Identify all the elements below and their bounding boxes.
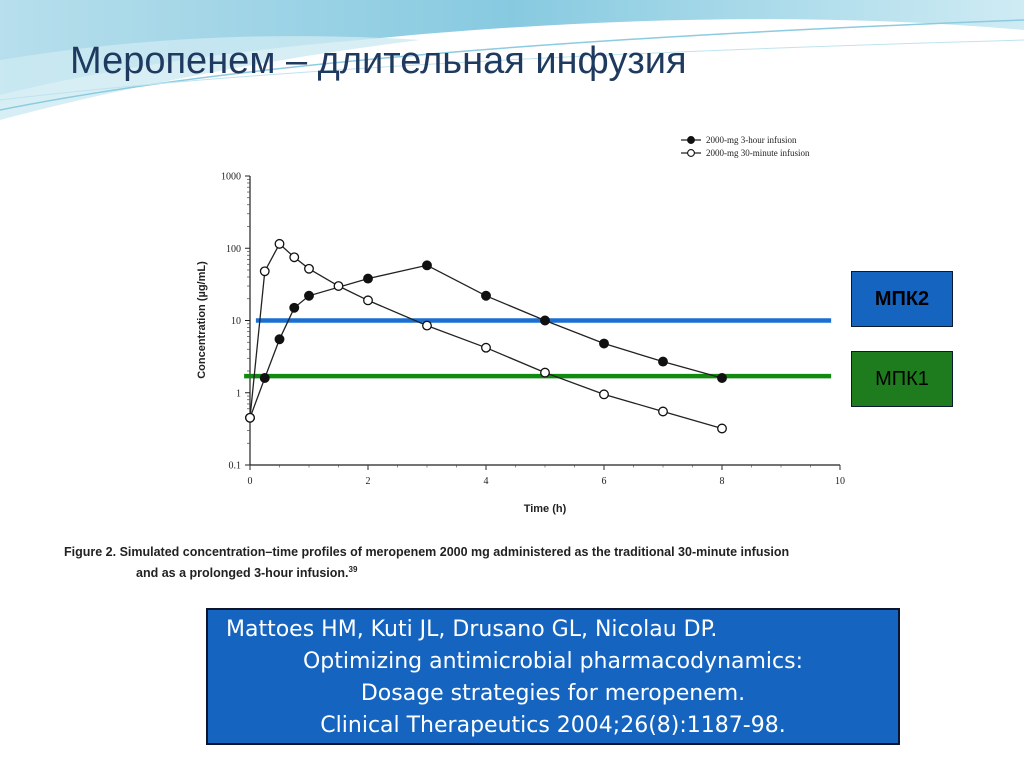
- data-point: [658, 356, 668, 367]
- swoosh-left: [0, 36, 420, 120]
- y-tick-label-3: 100: [226, 244, 241, 255]
- swoosh-line: [0, 19, 1024, 111]
- y-tick-label-4: 1000: [221, 172, 241, 183]
- data-point: [304, 263, 314, 274]
- mic1-label: МПК1: [851, 351, 953, 407]
- y-tick-label-2: 10: [231, 316, 241, 327]
- data-point: [481, 342, 491, 353]
- data-point: [333, 281, 344, 291]
- axes: 0.1 1 10 100 1000 0 2 4 6 8 10: [221, 172, 845, 488]
- x-axis-label: Time (h): [524, 503, 567, 515]
- legend-label-2: 2000-mg 30-minute infusion: [706, 148, 810, 158]
- data-point: [259, 266, 270, 277]
- y-axis-label: Concentration (µg/mL): [196, 261, 208, 379]
- data-point: [481, 290, 491, 301]
- data-point: [422, 320, 432, 331]
- legend-marker-2: [687, 149, 695, 157]
- x-tick-label-1: 2: [366, 476, 371, 487]
- reference-citation: Mattoes HM, Kuti JL, Drusano GL, Nicolau…: [206, 608, 900, 745]
- x-tick-label-0: 0: [248, 476, 253, 487]
- data-point: [540, 367, 550, 378]
- data-point: [658, 406, 668, 417]
- data-point: [259, 373, 270, 383]
- slide-title: Меропенем – длительная инфузия: [70, 40, 687, 82]
- figure-caption-line2: and as a prolonged 3-hour infusion.39: [136, 565, 358, 580]
- data-point: [274, 238, 285, 249]
- x-tick-label-4: 8: [720, 476, 725, 487]
- reference-line-3: Dosage strategies for meropenem.: [360, 681, 746, 706]
- data-point: [289, 252, 300, 263]
- legend-label-1: 2000-mg 3-hour infusion: [706, 135, 797, 145]
- series-line-2: [249, 242, 723, 430]
- data-point: [245, 412, 255, 423]
- data-point: [717, 423, 727, 434]
- data-point: [540, 315, 550, 326]
- legend-marker-1: [687, 136, 695, 144]
- data-point: [274, 334, 285, 345]
- series-line-1: [249, 264, 723, 419]
- data-point: [363, 295, 373, 306]
- x-tick-label-5: 10: [835, 476, 845, 487]
- data-point: [599, 338, 609, 349]
- y-tick-label-0: 0.1: [229, 461, 242, 472]
- x-tick-label-3: 6: [602, 476, 607, 487]
- reference-line-2: Optimizing antimicrobial pharmacodynamic…: [302, 649, 804, 674]
- data-series: [245, 238, 727, 434]
- figure-caption-ref: 39: [349, 565, 358, 574]
- data-point: [599, 389, 609, 400]
- reference-line-1: Mattoes HM, Kuti JL, Drusano GL, Nicolau…: [226, 617, 718, 642]
- data-point: [289, 302, 300, 313]
- x-tick-label-2: 4: [484, 476, 489, 487]
- figure-caption-line2-text: and as a prolonged 3-hour infusion.: [136, 566, 349, 580]
- data-point: [304, 290, 314, 301]
- swoosh-line-2: [0, 39, 1024, 101]
- mic2-label: МПК2: [851, 271, 953, 327]
- data-point: [717, 373, 727, 383]
- figure-caption-line1: Figure 2. Simulated concentration–time p…: [64, 545, 789, 559]
- y-tick-label-1: 1: [236, 388, 241, 399]
- swoosh-top: [0, 0, 1024, 95]
- reference-line-4: Clinical Therapeutics 2004;26(8):1187-98…: [320, 713, 786, 738]
- data-point: [363, 273, 373, 284]
- mic-reference-lines: [244, 318, 832, 379]
- data-point: [422, 260, 432, 271]
- series-1: [245, 260, 727, 423]
- series-2: [245, 238, 727, 434]
- legend: 2000-mg 3-hour infusion 2000-mg 30-minute…: [681, 135, 810, 158]
